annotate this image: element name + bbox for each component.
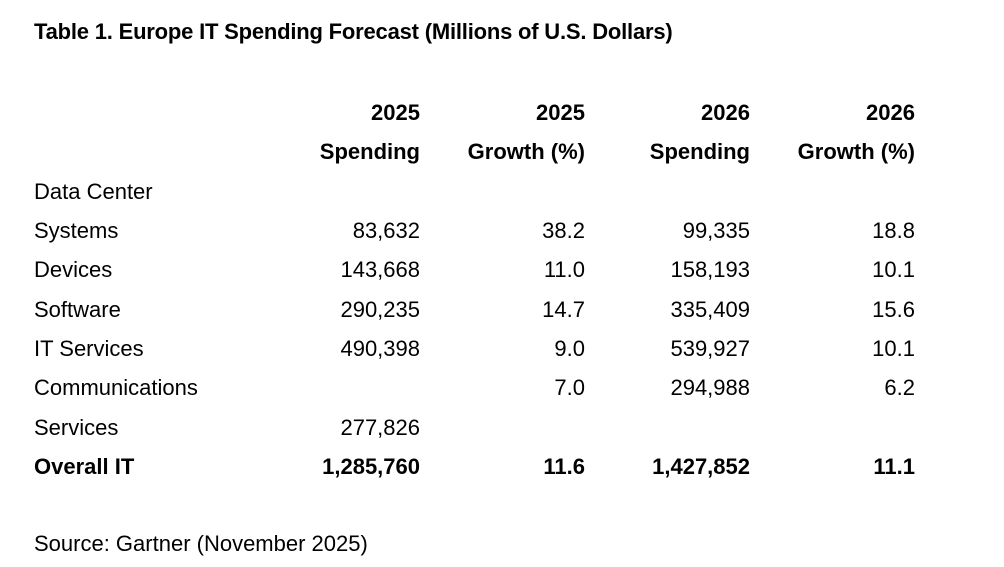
cell-2026-growth: 10.1 [872, 336, 915, 361]
table-row-devices: Devices 143,668 11.0 158,193 10.1 [0, 250, 1004, 289]
table-row-overall-it: Overall IT 1,285,760 11.6 1,427,852 11.1 [0, 447, 1004, 486]
cell-2025-growth: 11.0 [543, 257, 585, 282]
cell-2025-spending: 490,398 [340, 336, 420, 361]
header-row-metric: Spending Growth (%) Spending Growth (%) [0, 132, 1004, 171]
header-year-col3: 2026 [701, 100, 750, 125]
table-row-software: Software 290,235 14.7 335,409 15.6 [0, 290, 1004, 329]
table-row-services: Services 277,826 [0, 408, 1004, 447]
table-row-systems: Systems 83,632 38.2 99,335 18.8 [0, 211, 1004, 250]
row-label: Devices [34, 257, 113, 282]
total-2026-spending: 1,427,852 [652, 454, 750, 479]
table-row-communications: Communications 7.0 294,988 6.2 [0, 368, 1004, 407]
row-label: Communications [34, 375, 198, 400]
cell-2025-growth: 7.0 [554, 375, 585, 400]
cell-2026-growth: 10.1 [872, 257, 915, 282]
header-row-year: 2025 2025 2026 2026 [0, 93, 1004, 132]
cell-2026-spending: 99,335 [682, 218, 750, 243]
row-label: Systems [34, 218, 119, 243]
header-year-col2: 2025 [536, 100, 585, 125]
row-label: Services [34, 415, 119, 440]
header-metric-col3: Spending [649, 139, 750, 164]
cell-2026-spending: 158,193 [670, 257, 750, 282]
table-row-data-center: Data Center [0, 172, 1004, 211]
header-year-col4: 2026 [866, 100, 915, 125]
cell-2026-growth: 6.2 [884, 375, 915, 400]
row-label: Data Center [34, 179, 153, 204]
header-metric-col2: Growth (%) [467, 139, 585, 164]
cell-2025-spending: 143,668 [340, 257, 420, 282]
total-2025-spending: 1,285,760 [322, 454, 420, 479]
cell-2026-growth: 15.6 [872, 297, 915, 322]
cell-2025-growth: 38.2 [542, 218, 585, 243]
cell-2026-spending: 539,927 [670, 336, 750, 361]
cell-2025-growth: 9.0 [554, 336, 585, 361]
source-note: Source: Gartner (November 2025) [34, 531, 368, 556]
cell-2026-growth: 18.8 [872, 218, 915, 243]
table-title: Table 1. Europe IT Spending Forecast (Mi… [34, 19, 673, 44]
total-label: Overall IT [34, 454, 135, 479]
cell-2025-growth: 14.7 [542, 297, 585, 322]
row-label: IT Services [34, 336, 144, 361]
header-metric-col1: Spending [319, 139, 420, 164]
header-year-col1: 2025 [371, 100, 420, 125]
cell-2026-spending: 294,988 [670, 375, 750, 400]
cell-2025-spending: 277,826 [340, 415, 420, 440]
row-label: Software [34, 297, 121, 322]
cell-2026-spending: 335,409 [670, 297, 750, 322]
total-2026-growth: 11.1 [873, 454, 915, 479]
total-2025-growth: 11.6 [543, 454, 585, 479]
header-metric-col4: Growth (%) [797, 139, 915, 164]
cell-2025-spending: 83,632 [352, 218, 420, 243]
table-row-it-services: IT Services 490,398 9.0 539,927 10.1 [0, 329, 1004, 368]
cell-2025-spending: 290,235 [340, 297, 420, 322]
